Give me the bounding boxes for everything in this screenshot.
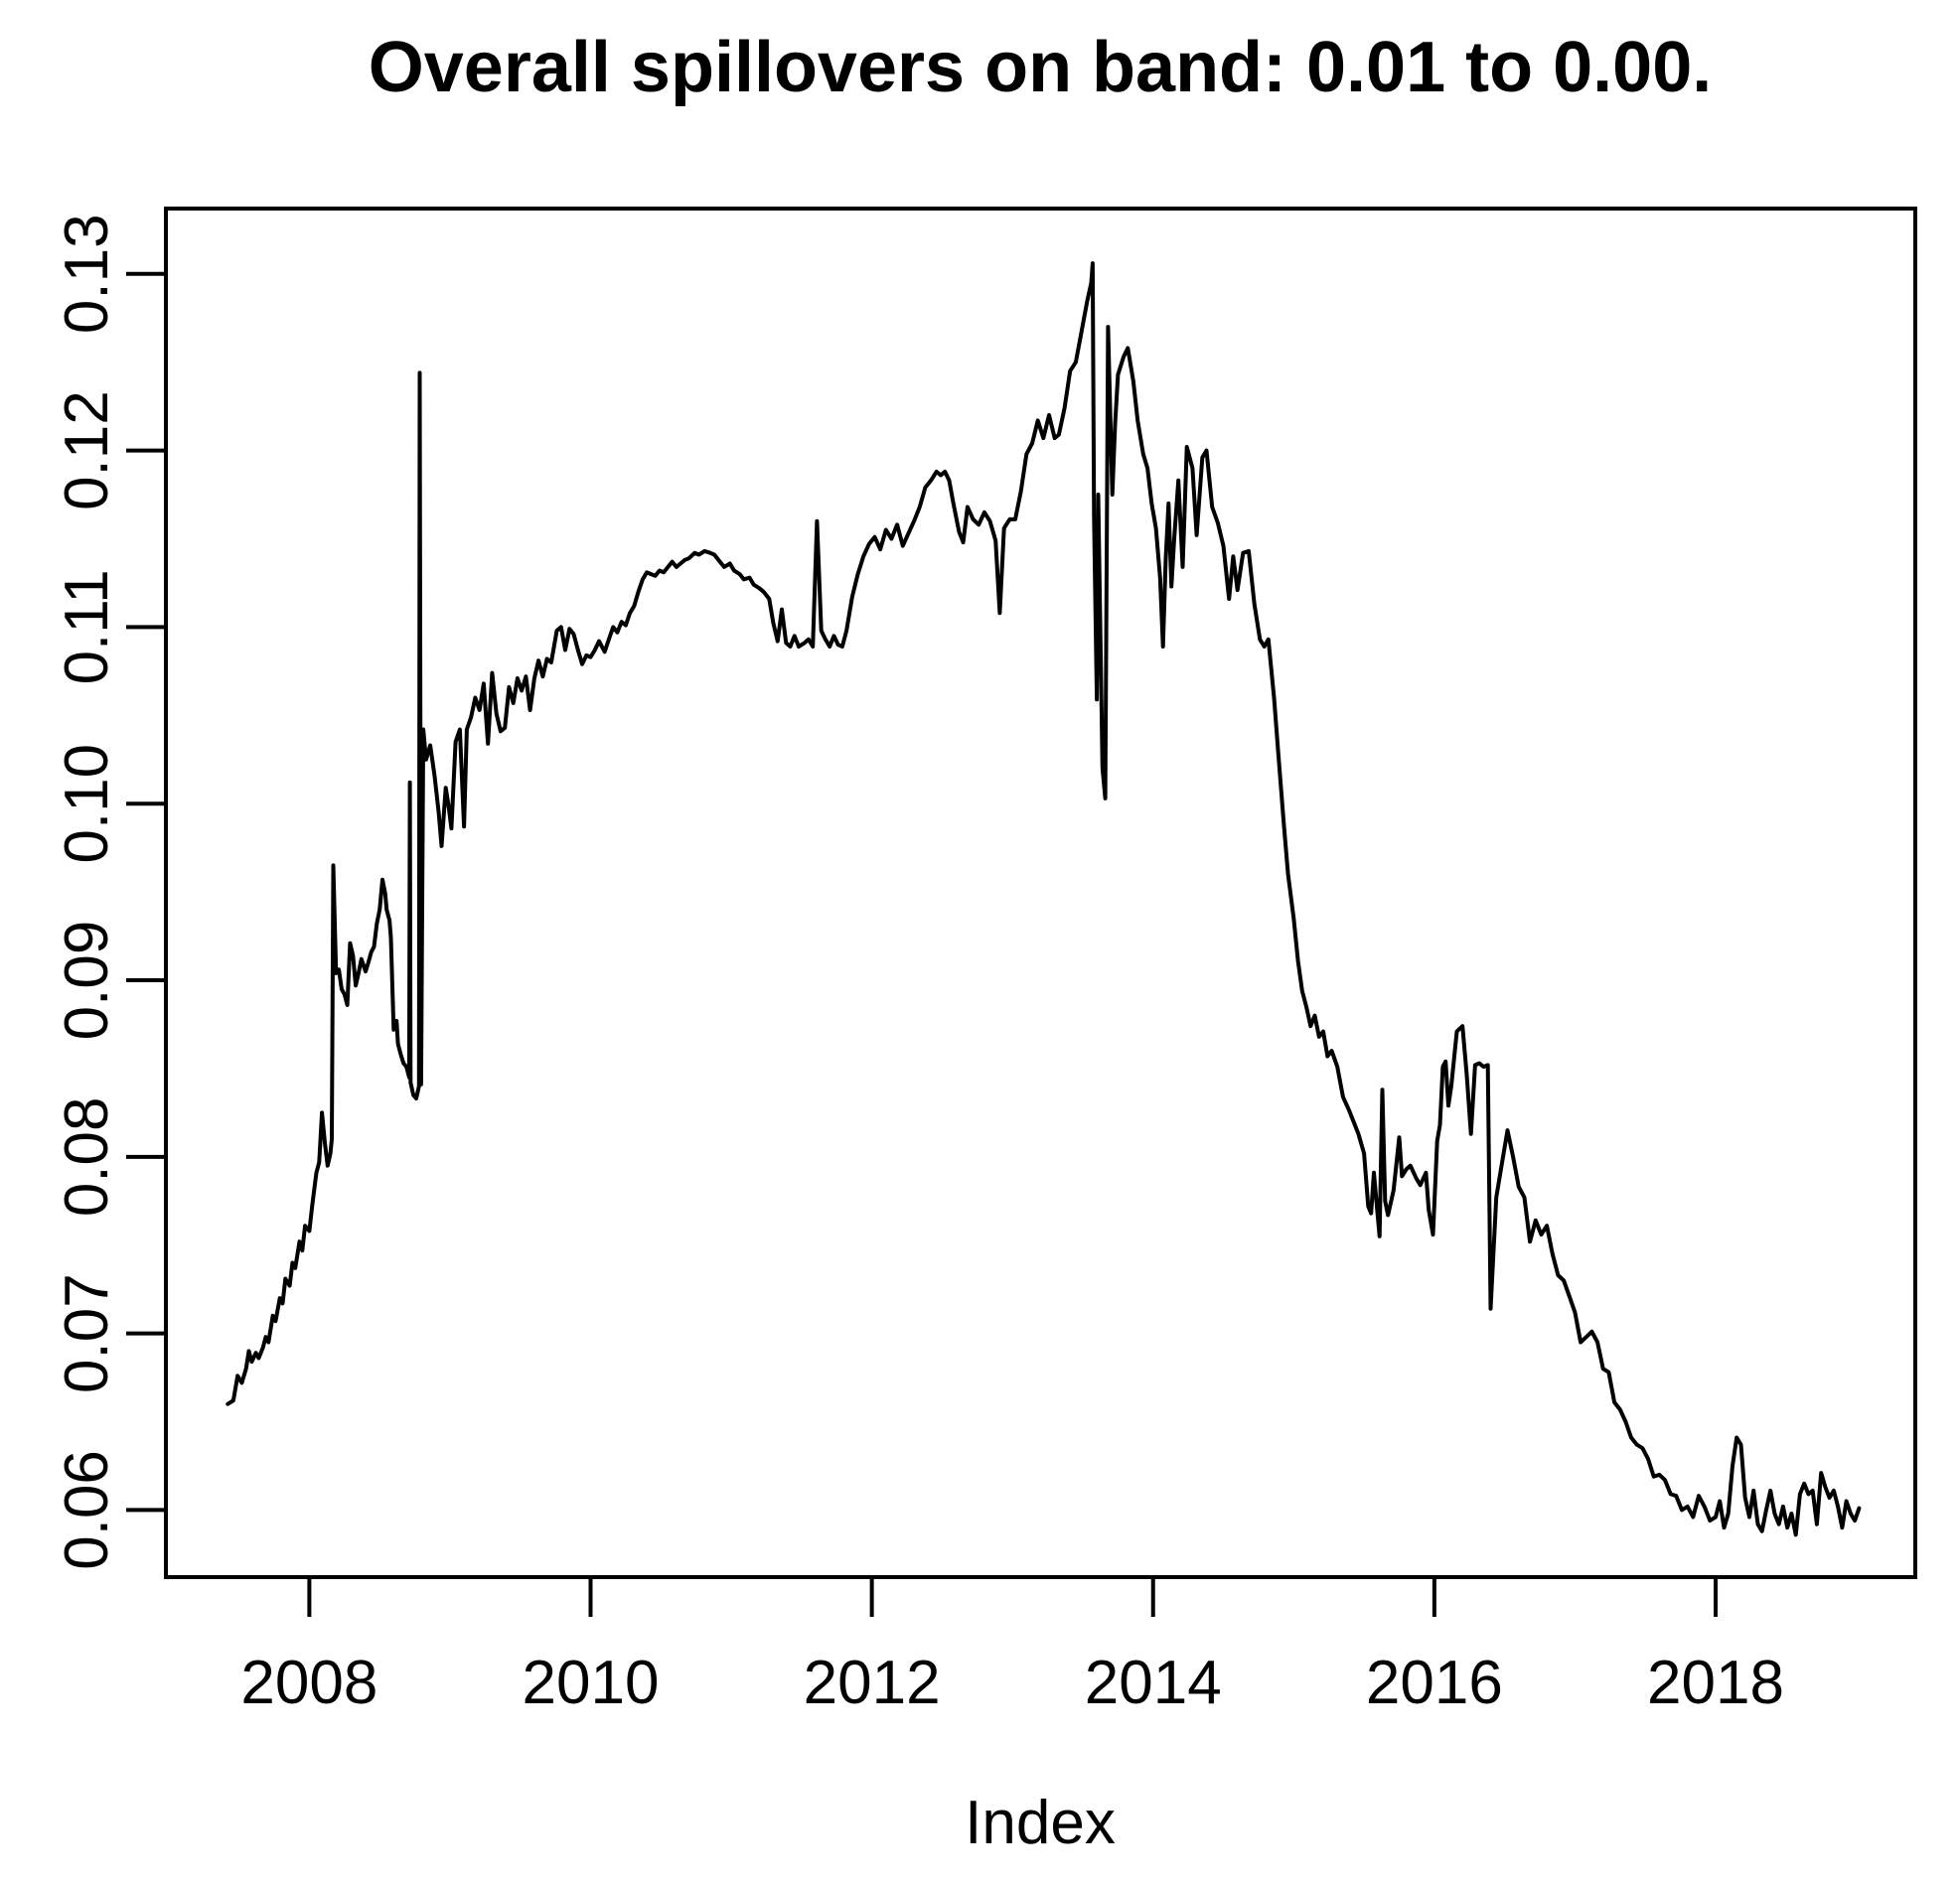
y-axis-tick-label: 0.10 (53, 744, 121, 864)
y-axis-tick-label: 0.08 (53, 1096, 121, 1217)
x-axis-tick-label: 2010 (523, 1649, 660, 1717)
y-axis-tick-label: 0.13 (53, 214, 121, 334)
y-axis-tick-label: 0.06 (53, 1450, 121, 1570)
x-axis-tick-label: 2014 (1085, 1649, 1222, 1717)
x-axis-tick-label: 2008 (240, 1649, 377, 1717)
y-axis-tick-label: 0.11 (53, 569, 121, 684)
x-axis-tick-label: 2018 (1647, 1649, 1784, 1717)
x-axis-tick-label: 2012 (804, 1649, 941, 1717)
plot-box (164, 207, 1917, 1579)
y-axis-tick-label: 0.09 (53, 921, 121, 1041)
x-axis-title: Index (965, 1789, 1116, 1857)
x-axis: 2008 2010 2012 2014 2016 2018 (240, 1577, 1784, 1717)
y-axis-tick-label: 0.12 (53, 390, 121, 510)
plot-area: 2008 2010 2012 2014 2016 2018 0.060.070.080.0… (53, 207, 1917, 1717)
series-line (226, 261, 1862, 1537)
y-axis-tick-label: 0.07 (53, 1273, 121, 1393)
y-axis: 0.06 0.07 0.08 0.09 0.10 0.11 0.12 0.13 (53, 214, 166, 1570)
chart-title: Overall spillovers on band: 0.01 to 0.00… (369, 28, 1713, 107)
x-axis-tick-label: 2016 (1366, 1649, 1503, 1717)
